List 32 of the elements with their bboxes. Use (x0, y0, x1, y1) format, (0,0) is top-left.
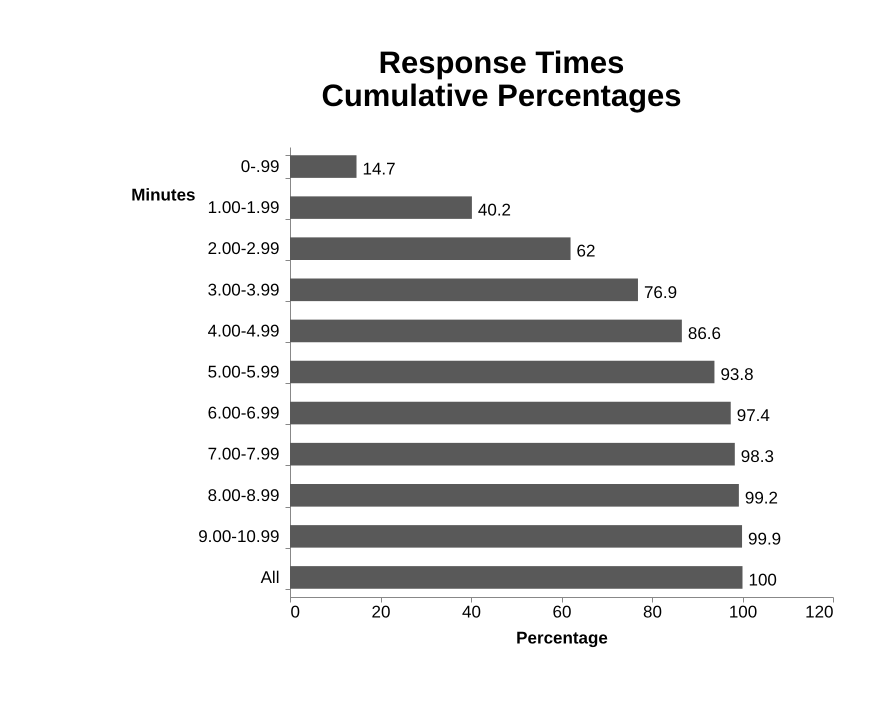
x-tick-label: 120 (805, 602, 834, 622)
data-label: 98.3 (740, 447, 774, 466)
data-label: 76.9 (644, 282, 678, 302)
x-tick-label: 80 (643, 602, 662, 622)
data-label: 40.2 (478, 200, 511, 220)
y-tick-label: 2.00-2.99 (208, 239, 280, 258)
y-tick-label: 4.00-4.99 (208, 321, 280, 340)
data-label: 99.2 (744, 488, 778, 508)
y-tick-label: 5.00-5.99 (208, 362, 280, 382)
x-tick-label: 20 (372, 602, 390, 622)
data-label: 93.8 (720, 365, 754, 384)
chart-title: Response Times Cumulative Percentages (321, 45, 682, 113)
y-axis-title: Minutes (131, 186, 196, 204)
y-tick-label: 1.00-1.99 (208, 198, 280, 218)
data-label: 86.6 (688, 324, 721, 343)
y-tick-label: 3.00-3.99 (208, 280, 280, 300)
y-tick-label: 9.00-10.99 (198, 526, 280, 546)
x-tick-label: 100 (728, 602, 758, 622)
x-tick-label: 40 (462, 602, 481, 622)
x-axis-title: Percentage (516, 628, 608, 648)
y-tick-label: All (260, 568, 280, 587)
data-label: 99.9 (748, 529, 782, 548)
x-tick-label: 60 (552, 602, 572, 622)
data-label: 62 (576, 242, 596, 261)
data-label: 14.7 (362, 160, 396, 179)
x-tick-label: 0 (290, 602, 300, 622)
y-tick-label: 0-.99 (240, 157, 280, 176)
y-tick-label: 6.00-6.99 (208, 404, 280, 423)
data-label: 100 (748, 570, 777, 590)
y-tick-label: 7.00-7.99 (208, 444, 280, 464)
data-label: 97.4 (736, 406, 770, 426)
y-tick-label: 8.00-8.99 (208, 486, 280, 505)
